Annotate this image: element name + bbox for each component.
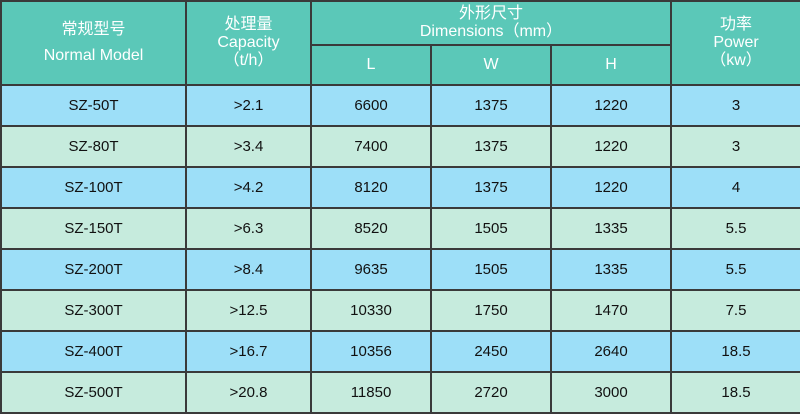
header-l: L bbox=[310, 44, 432, 86]
cell-width: 1375 bbox=[430, 84, 552, 127]
cell-capacity: >12.5 bbox=[185, 289, 312, 332]
table-row: SZ-100T >4.2 8120 1375 1220 4 bbox=[0, 166, 800, 209]
cell-length: 10356 bbox=[310, 330, 432, 373]
cell-capacity: >2.1 bbox=[185, 84, 312, 127]
header-power-en: Power bbox=[713, 34, 759, 51]
cell-width: 1375 bbox=[430, 166, 552, 209]
table-row: SZ-300T >12.5 10330 1750 1470 7.5 bbox=[0, 289, 800, 332]
cell-capacity: >6.3 bbox=[185, 207, 312, 250]
cell-model: SZ-100T bbox=[0, 166, 187, 209]
cell-power: 18.5 bbox=[670, 371, 800, 414]
header-power: 功率 Power （kw） bbox=[670, 0, 800, 86]
header-capacity-unit: （t/h） bbox=[223, 52, 274, 69]
cell-length: 6600 bbox=[310, 84, 432, 127]
cell-height: 1220 bbox=[549, 166, 673, 209]
table-row: SZ-50T >2.1 6600 1375 1220 3 bbox=[0, 84, 800, 127]
cell-width: 2450 bbox=[430, 330, 552, 373]
cell-length: 10330 bbox=[310, 289, 432, 332]
header-dimensions-en: Dimensions（mm） bbox=[419, 23, 563, 40]
header-dimensions: 外形尺寸 Dimensions（mm） bbox=[309, 0, 673, 46]
cell-height: 1470 bbox=[549, 289, 673, 332]
header-power-unit: （kw） bbox=[710, 52, 762, 69]
header-power-cn: 功率 bbox=[720, 16, 753, 33]
cell-width: 1505 bbox=[430, 248, 552, 291]
header-dimensions-cn: 外形尺寸 bbox=[459, 5, 524, 22]
cell-power: 7.5 bbox=[670, 289, 800, 332]
cell-capacity: >8.4 bbox=[185, 248, 312, 291]
cell-width: 2720 bbox=[430, 371, 552, 414]
table-row: SZ-150T >6.3 8520 1505 1335 5.5 bbox=[0, 207, 800, 250]
cell-model: SZ-200T bbox=[0, 248, 187, 291]
cell-capacity: >4.2 bbox=[185, 166, 312, 209]
header-capacity-cn: 处理量 bbox=[224, 16, 273, 33]
header-model-en: Normal Model bbox=[43, 47, 144, 64]
cell-power: 3 bbox=[670, 125, 800, 168]
cell-width: 1750 bbox=[430, 289, 552, 332]
table-row: SZ-500T >20.8 11850 2720 3000 18.5 bbox=[0, 371, 800, 414]
table-row: SZ-400T >16.7 10356 2450 2640 18.5 bbox=[0, 330, 800, 373]
cell-height: 1335 bbox=[549, 207, 673, 250]
cell-power: 5.5 bbox=[670, 248, 800, 291]
header-h: H bbox=[549, 44, 673, 86]
cell-height: 1220 bbox=[549, 125, 673, 168]
cell-model: SZ-500T bbox=[0, 371, 187, 414]
cell-length: 7400 bbox=[310, 125, 432, 168]
table-row: SZ-200T >8.4 9635 1505 1335 5.5 bbox=[0, 248, 800, 291]
cell-capacity: >16.7 bbox=[185, 330, 312, 373]
cell-model: SZ-300T bbox=[0, 289, 187, 332]
cell-model: SZ-150T bbox=[0, 207, 187, 250]
cell-power: 3 bbox=[670, 84, 800, 127]
cell-model: SZ-50T bbox=[0, 84, 187, 127]
cell-model: SZ-80T bbox=[0, 125, 187, 168]
cell-height: 3000 bbox=[549, 371, 673, 414]
cell-power: 5.5 bbox=[670, 207, 800, 250]
cell-power: 4 bbox=[670, 166, 800, 209]
cell-length: 11850 bbox=[310, 371, 432, 414]
cell-height: 1335 bbox=[549, 248, 673, 291]
header-w: W bbox=[430, 44, 552, 86]
cell-model: SZ-400T bbox=[0, 330, 187, 373]
header-capacity-en: Capacity bbox=[217, 34, 280, 51]
cell-length: 8120 bbox=[310, 166, 432, 209]
cell-capacity: >20.8 bbox=[185, 371, 312, 414]
header-capacity: 处理量 Capacity （t/h） bbox=[185, 0, 312, 86]
cell-capacity: >3.4 bbox=[185, 125, 312, 168]
cell-width: 1375 bbox=[430, 125, 552, 168]
table-row: SZ-80T >3.4 7400 1375 1220 3 bbox=[0, 125, 800, 168]
cell-length: 8520 bbox=[310, 207, 432, 250]
cell-width: 1505 bbox=[430, 207, 552, 250]
cell-height: 2640 bbox=[549, 330, 673, 373]
header-model: 常规型号 Normal Model bbox=[0, 0, 187, 86]
cell-power: 18.5 bbox=[670, 330, 800, 373]
cell-length: 9635 bbox=[310, 248, 432, 291]
cell-height: 1220 bbox=[549, 84, 673, 127]
header-model-cn: 常规型号 bbox=[61, 21, 126, 38]
